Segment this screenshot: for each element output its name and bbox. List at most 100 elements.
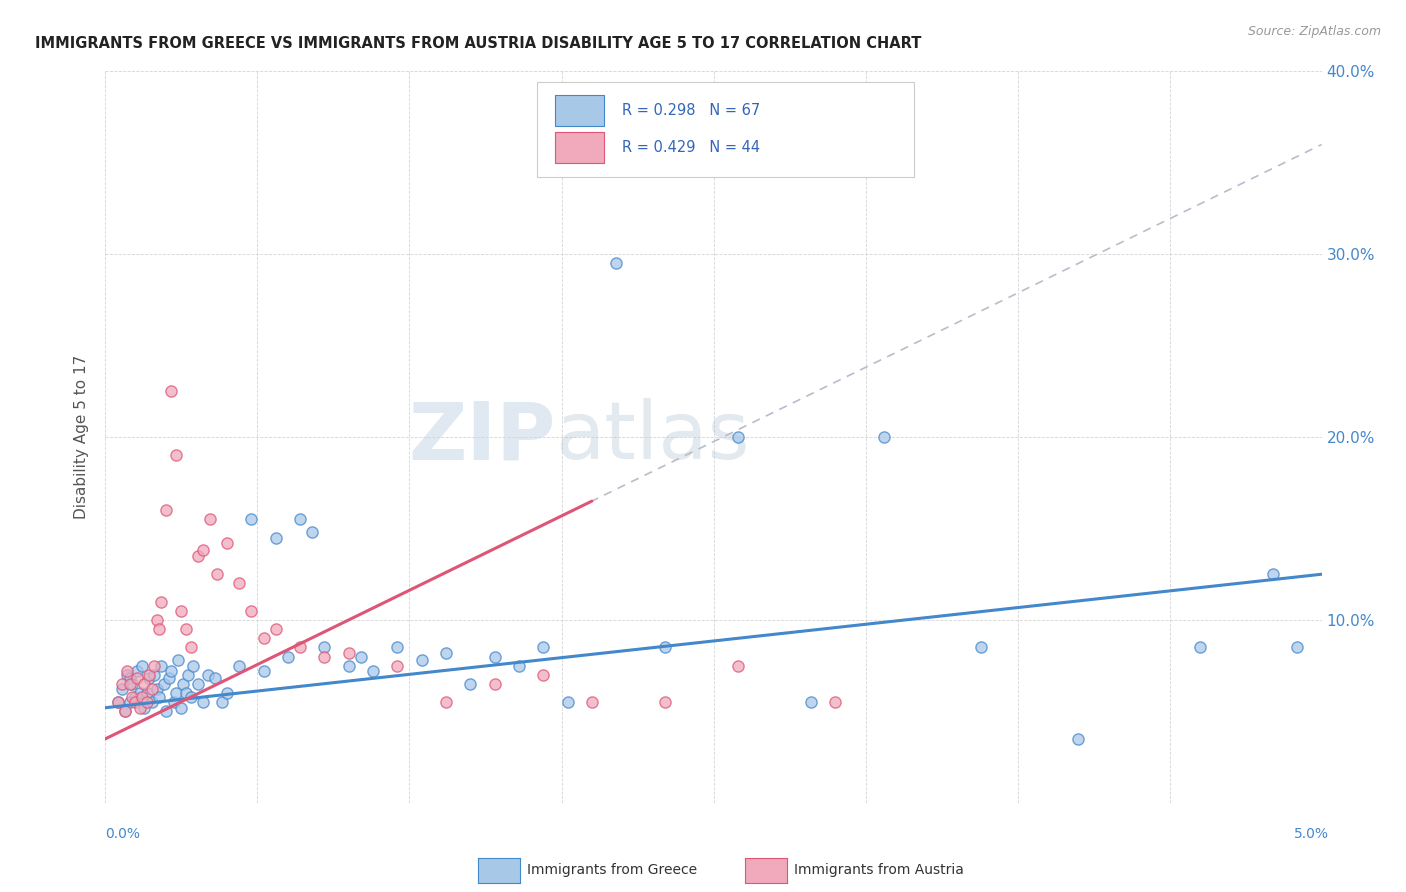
Point <box>361 664 384 678</box>
Point <box>121 690 143 704</box>
Point <box>434 695 457 709</box>
Point <box>337 658 360 673</box>
Point <box>165 449 187 463</box>
Point <box>970 640 993 655</box>
Point <box>800 695 823 709</box>
Point <box>337 646 360 660</box>
Text: R = 0.429   N = 44: R = 0.429 N = 44 <box>623 140 761 155</box>
Point <box>141 682 163 697</box>
Point <box>217 536 239 550</box>
Text: 0.0%: 0.0% <box>105 827 141 841</box>
Point <box>557 695 579 709</box>
Point <box>387 658 409 673</box>
Point <box>264 622 287 636</box>
Point <box>531 667 554 681</box>
Y-axis label: Disability Age 5 to 17: Disability Age 5 to 17 <box>75 355 90 519</box>
Point <box>124 690 146 704</box>
Point <box>145 682 167 697</box>
Point <box>141 695 163 709</box>
FancyBboxPatch shape <box>537 82 914 178</box>
Text: Immigrants from Austria: Immigrants from Austria <box>794 863 965 877</box>
Point <box>581 695 603 709</box>
Point <box>162 695 184 709</box>
Point <box>135 695 157 709</box>
Point <box>180 690 202 704</box>
Point <box>191 695 214 709</box>
Point <box>1067 731 1090 746</box>
Point <box>121 677 143 691</box>
Point <box>118 672 141 686</box>
Point <box>174 622 197 636</box>
Point <box>198 512 221 526</box>
Point <box>145 613 167 627</box>
Text: Immigrants from Greece: Immigrants from Greece <box>527 863 697 877</box>
Point <box>217 686 239 700</box>
Point <box>387 640 409 655</box>
Point <box>165 686 187 700</box>
Point <box>167 653 190 667</box>
Point <box>350 649 373 664</box>
Point <box>134 700 156 714</box>
Text: R = 0.298   N = 67: R = 0.298 N = 67 <box>623 103 761 119</box>
Point <box>411 653 433 667</box>
Point <box>277 649 299 664</box>
Point <box>148 622 170 636</box>
Point <box>160 384 183 399</box>
Point <box>1261 567 1284 582</box>
Point <box>131 658 153 673</box>
Point <box>157 672 180 686</box>
Point <box>187 549 209 563</box>
Point <box>181 658 204 673</box>
Text: ZIP: ZIP <box>408 398 555 476</box>
Point <box>1286 640 1309 655</box>
Point <box>873 430 896 444</box>
Point <box>134 677 156 691</box>
Point <box>314 640 336 655</box>
Point <box>107 695 129 709</box>
Point <box>118 677 141 691</box>
Point <box>117 664 139 678</box>
Point <box>155 705 177 719</box>
Point <box>155 503 177 517</box>
Point <box>111 677 134 691</box>
Text: atlas: atlas <box>555 398 749 476</box>
Point <box>128 686 150 700</box>
Point <box>170 700 193 714</box>
Point <box>191 543 214 558</box>
Point <box>114 705 136 719</box>
Point <box>240 604 263 618</box>
Point <box>434 646 457 660</box>
Point <box>174 686 197 700</box>
Point <box>240 512 263 526</box>
Point <box>207 567 229 582</box>
Point <box>160 664 183 678</box>
Point <box>125 664 148 678</box>
Point <box>114 705 136 719</box>
Point <box>180 640 202 655</box>
Point <box>197 667 219 681</box>
Point <box>824 695 846 709</box>
Point <box>314 649 336 664</box>
Point <box>170 604 193 618</box>
Point <box>654 695 676 709</box>
Point <box>124 695 146 709</box>
Point <box>484 649 506 664</box>
Point <box>150 658 173 673</box>
Point <box>727 658 749 673</box>
Point <box>150 594 173 608</box>
Point <box>458 677 481 691</box>
Point <box>187 677 209 691</box>
Point <box>727 430 749 444</box>
Point <box>148 690 170 704</box>
Point <box>654 640 676 655</box>
Point <box>135 686 157 700</box>
Point <box>107 695 129 709</box>
Point <box>252 632 274 646</box>
Point <box>228 658 250 673</box>
Point <box>1189 640 1212 655</box>
Point <box>264 531 287 545</box>
Text: 5.0%: 5.0% <box>1294 827 1329 841</box>
Point <box>128 700 150 714</box>
Point <box>531 640 554 655</box>
Point <box>138 672 160 686</box>
